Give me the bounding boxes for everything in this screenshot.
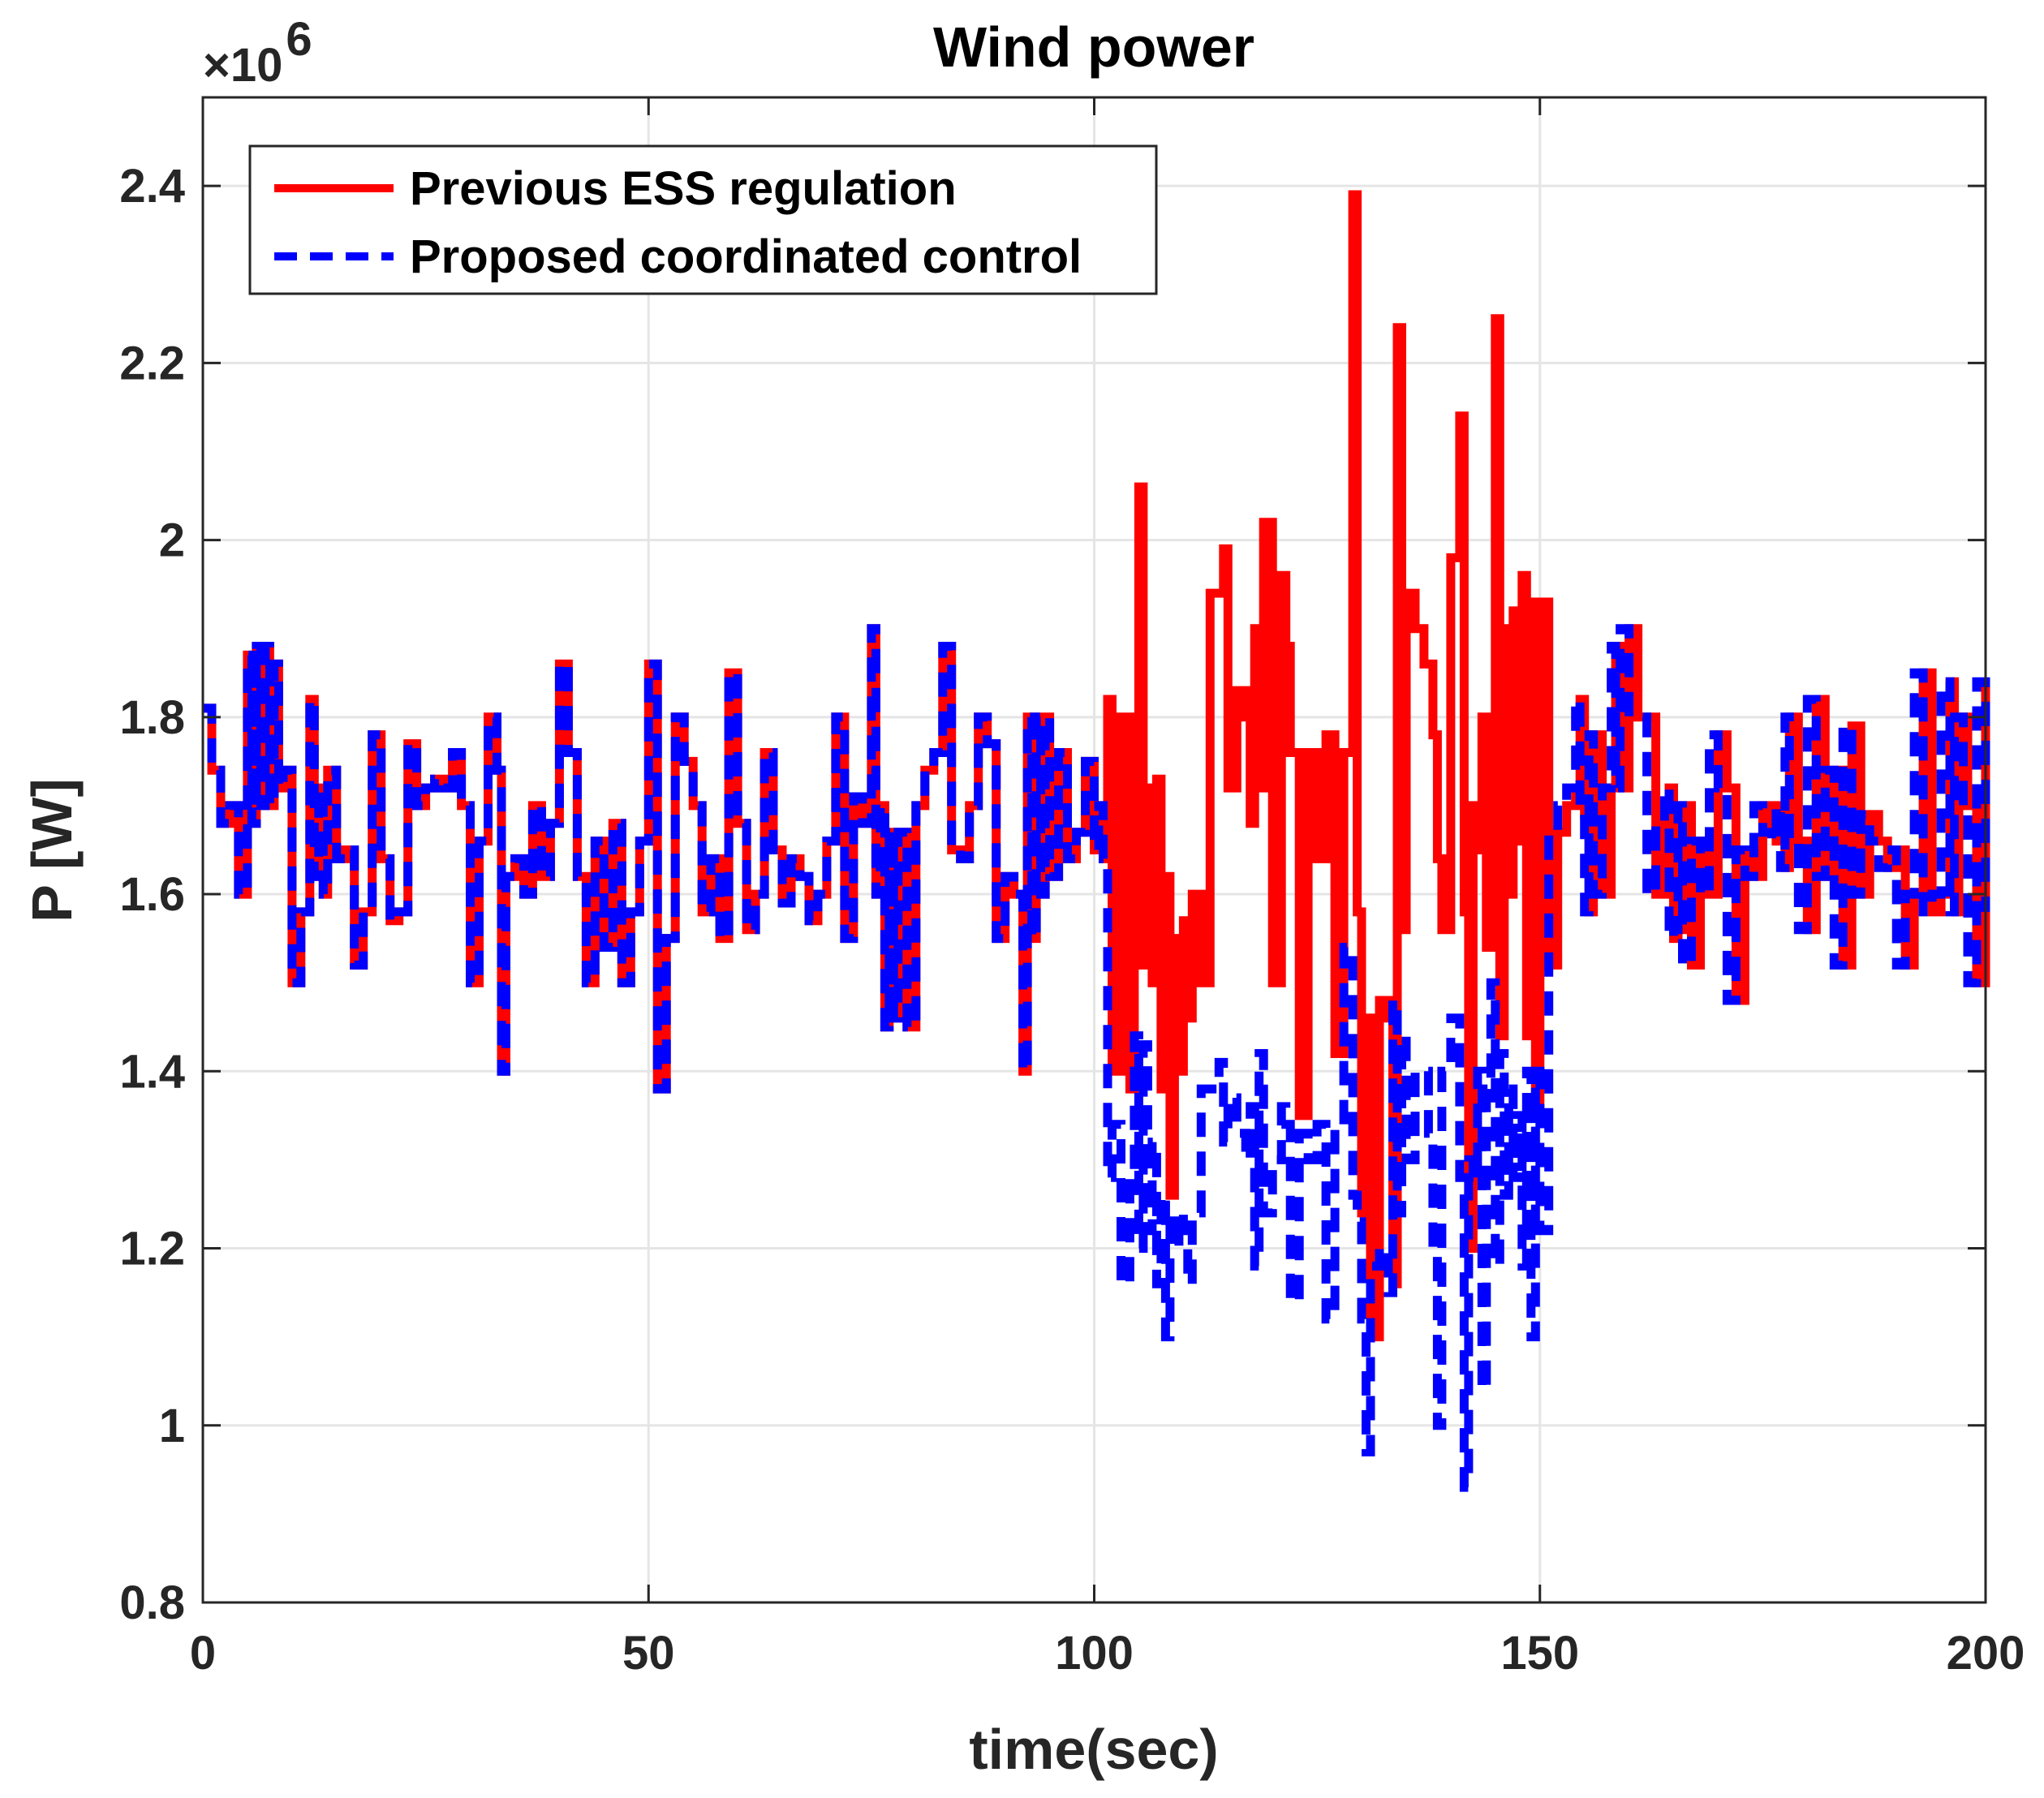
y-tick-label: 2.2 bbox=[119, 337, 185, 389]
series-line-proposed-control bbox=[203, 624, 1990, 1492]
ticks: 0 50 100 150 200 0.8 1 1.2 1.4 1.6 1.8 2 2.2 2.4 bbox=[119, 97, 2025, 1680]
x-axis-label: time(sec) bbox=[969, 1718, 1218, 1781]
y-tick-label: 1.4 bbox=[119, 1045, 185, 1098]
chart-title: Wind power bbox=[933, 15, 1254, 79]
x-tick-label: 100 bbox=[1055, 1627, 1134, 1680]
legend: Previous ESS regulation Proposed coordin… bbox=[248, 144, 1158, 295]
legend-label-previous-ess: Previous ESS regulation bbox=[410, 162, 957, 215]
y-exponent-base: ×10 bbox=[203, 39, 282, 92]
x-tick-label: 0 bbox=[190, 1627, 216, 1680]
y-tick-label: 2 bbox=[159, 514, 185, 567]
legend-label-proposed-control: Proposed coordinated control bbox=[410, 230, 1082, 283]
series-layer bbox=[203, 190, 1990, 1492]
y-tick-label: 1.2 bbox=[119, 1223, 185, 1275]
x-tick-label: 150 bbox=[1500, 1627, 1579, 1680]
y-tick-label: 2.4 bbox=[119, 160, 185, 213]
legend-box bbox=[248, 144, 1158, 295]
y-tick-label: 1.6 bbox=[119, 868, 185, 921]
y-tick-label: 0.8 bbox=[119, 1576, 185, 1629]
y-exponent-power: 6 bbox=[286, 13, 312, 66]
x-tick-label: 50 bbox=[622, 1627, 675, 1680]
y-tick-label: 1 bbox=[159, 1400, 185, 1452]
y-axis-label: P [W] bbox=[20, 778, 84, 923]
y-exponent-label: ×10 6 bbox=[203, 13, 312, 92]
x-tick-label: 200 bbox=[1947, 1627, 2025, 1680]
y-tick-label: 1.8 bbox=[119, 691, 185, 744]
